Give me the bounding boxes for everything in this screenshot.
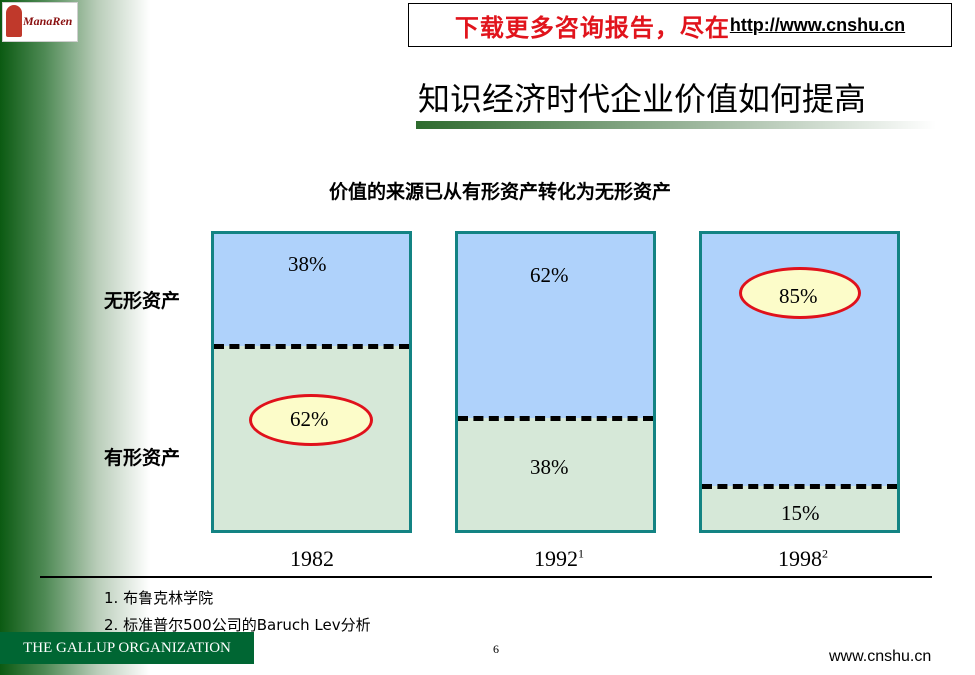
chart-title: 价值的来源已从有形资产转化为无形资产 (329, 181, 672, 203)
bar-column-1992 (455, 231, 656, 533)
footnote-divider (40, 576, 932, 578)
value-label-intangible-1998: 85% (779, 284, 818, 308)
value-label-tangible-1992: 38% (530, 455, 569, 479)
year-label-1982: 1982 (290, 546, 334, 571)
year-label-1998: 19982 (778, 546, 828, 571)
page-title: 知识经济时代企业价值如何提高 (418, 80, 867, 118)
value-label-tangible-1998: 15% (781, 501, 820, 525)
label-tangible-assets: 有形资产 (104, 447, 181, 469)
bar-column-1998 (699, 231, 900, 533)
dashed-divider-1998 (702, 484, 897, 489)
logo-mark-icon (6, 5, 22, 37)
year-footnote-marker: 1 (578, 546, 584, 561)
highlight-ellipse-1998 (739, 267, 861, 319)
download-banner: 下载更多咨询报告，尽在 http://www.cnshu.cn (408, 3, 952, 47)
dashed-divider-1982 (214, 344, 409, 349)
bar-segment-intangible-1982 (214, 234, 409, 346)
bar-segment-intangible-1992 (458, 234, 653, 418)
gallup-org-box: THE GALLUP ORGANIZATION (0, 632, 254, 664)
label-intangible-assets: 无形资产 (104, 290, 181, 312)
logo-text: ManaRen (23, 14, 73, 28)
year-label-1992: 19921 (534, 546, 584, 571)
value-label-intangible-1992: 62% (530, 263, 569, 287)
left-gradient-band (0, 0, 150, 675)
value-label-intangible-1982: 38% (288, 252, 327, 276)
dashed-divider-1992 (458, 416, 653, 421)
bar-segment-tangible-1998 (702, 486, 897, 530)
footnote-2: 2. 标准普尔500公司的Baruch Lev分析 (104, 616, 371, 634)
footer-site-link[interactable]: www.cnshu.cn (829, 648, 932, 665)
bar-column-1982 (211, 231, 412, 533)
page-number: 6 (493, 642, 499, 656)
bar-segment-tangible-1992 (458, 418, 653, 530)
footnote-1: 1. 布鲁克林学院 (104, 589, 214, 607)
title-underline-bar (416, 121, 936, 129)
banner-text: 下载更多咨询报告，尽在 (454, 13, 730, 42)
highlight-ellipse-1982 (249, 394, 373, 446)
banner-link[interactable]: http://www.cnshu.cn (729, 14, 906, 35)
manaren-logo: ManaRen (2, 2, 78, 42)
year-footnote-marker: 2 (822, 546, 828, 561)
value-label-tangible-1982: 62% (290, 407, 329, 431)
